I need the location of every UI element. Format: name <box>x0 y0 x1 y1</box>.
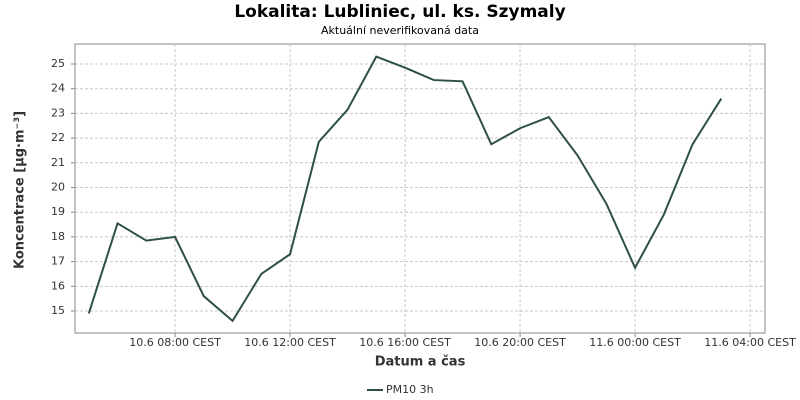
x-axis-title: Datum a čas <box>375 355 466 370</box>
y-tick-label: 24 <box>51 82 65 95</box>
x-tick-label: 11.6 04:00 CEST <box>704 336 796 349</box>
y-tick-label: 25 <box>51 57 65 70</box>
y-axis-title: Koncentrace [µg·m⁻³] <box>13 111 28 269</box>
x-tick-label: 10.6 12:00 CEST <box>244 336 336 349</box>
chart-subtitle: Aktuální neverifikovaná data <box>321 24 479 37</box>
y-tick-label: 15 <box>51 304 65 317</box>
y-tick-label: 21 <box>51 156 65 169</box>
y-tick-label: 18 <box>51 230 65 243</box>
legend-label: PM10 3h <box>386 383 434 396</box>
y-tick-label: 17 <box>51 255 65 268</box>
y-tick-label: 16 <box>51 279 65 292</box>
y-tick-label: 23 <box>51 106 65 119</box>
y-tick-label: 20 <box>51 181 65 194</box>
chart-title: Lokalita: Lubliniec, ul. ks. Szymaly <box>234 2 565 22</box>
y-tick-label: 22 <box>51 131 65 144</box>
y-tick-label: 19 <box>51 205 65 218</box>
x-tick-label: 10.6 16:00 CEST <box>359 336 451 349</box>
x-tick-label: 11.6 00:00 CEST <box>589 336 681 349</box>
data-line <box>87 55 723 323</box>
plot-area <box>74 43 766 334</box>
x-tick-label: 10.6 08:00 CEST <box>129 336 221 349</box>
x-tick-label: 10.6 20:00 CEST <box>474 336 566 349</box>
